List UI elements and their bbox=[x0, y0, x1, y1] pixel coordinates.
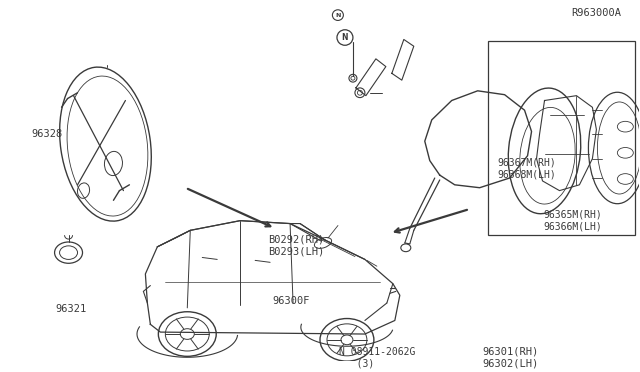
Text: 96328: 96328 bbox=[31, 129, 62, 139]
Text: 96301(RH)
96302(LH): 96301(RH) 96302(LH) bbox=[483, 347, 539, 368]
Text: N: N bbox=[342, 33, 348, 42]
Text: N 08911-2062G
   (3): N 08911-2062G (3) bbox=[339, 347, 415, 368]
Bar bbox=[488, 41, 636, 235]
Text: 96321: 96321 bbox=[55, 304, 86, 314]
Text: 96367M(RH)
96368M(LH): 96367M(RH) 96368M(LH) bbox=[497, 157, 556, 179]
Text: B0292(RH)
B0293(LH): B0292(RH) B0293(LH) bbox=[268, 235, 324, 257]
Text: R963000A: R963000A bbox=[572, 8, 621, 18]
Text: 96300F: 96300F bbox=[272, 296, 310, 306]
Text: 96365M(RH)
96366M(LH): 96365M(RH) 96366M(LH) bbox=[543, 210, 602, 231]
Text: N: N bbox=[335, 13, 340, 17]
